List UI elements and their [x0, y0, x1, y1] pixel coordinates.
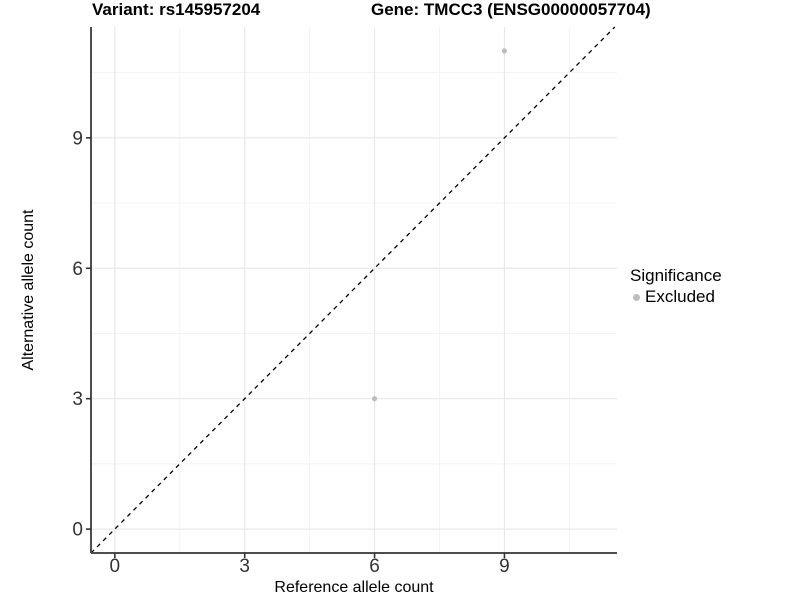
x-tick-labels: 0 3 6 9 [110, 556, 510, 577]
svg-text:6: 6 [369, 556, 380, 577]
legend-point-icon [633, 293, 640, 301]
legend-item-excluded: Excluded [630, 288, 722, 306]
identity-reference-line [90, 26, 616, 554]
data-point [501, 48, 508, 54]
legend: Significance Excluded [630, 266, 722, 306]
y-axis-title: Alternative allele count [20, 209, 37, 371]
legend-item-label: Excluded [645, 287, 715, 306]
svg-text:3: 3 [239, 556, 250, 577]
svg-text:6: 6 [72, 259, 83, 280]
svg-text:3: 3 [72, 389, 83, 410]
major-gridlines [91, 27, 617, 553]
legend-title: Significance [630, 266, 722, 285]
x-axis-title: Reference allele count [274, 579, 434, 596]
y-tick-labels: 0 3 6 9 [72, 128, 83, 540]
svg-text:9: 9 [499, 556, 510, 577]
data-point [371, 396, 378, 402]
axis-tick-marks [86, 137, 506, 558]
svg-text:0: 0 [72, 520, 83, 541]
data-points [371, 48, 508, 402]
minor-gridlines [91, 27, 617, 553]
svg-text:9: 9 [72, 128, 83, 149]
axis-lines [90, 27, 617, 554]
plot-title-variant: Variant: rs145957204 [92, 0, 261, 19]
svg-text:0: 0 [110, 556, 121, 577]
plot-title-gene: Gene: TMCC3 (ENSG00000057704) [371, 0, 651, 19]
